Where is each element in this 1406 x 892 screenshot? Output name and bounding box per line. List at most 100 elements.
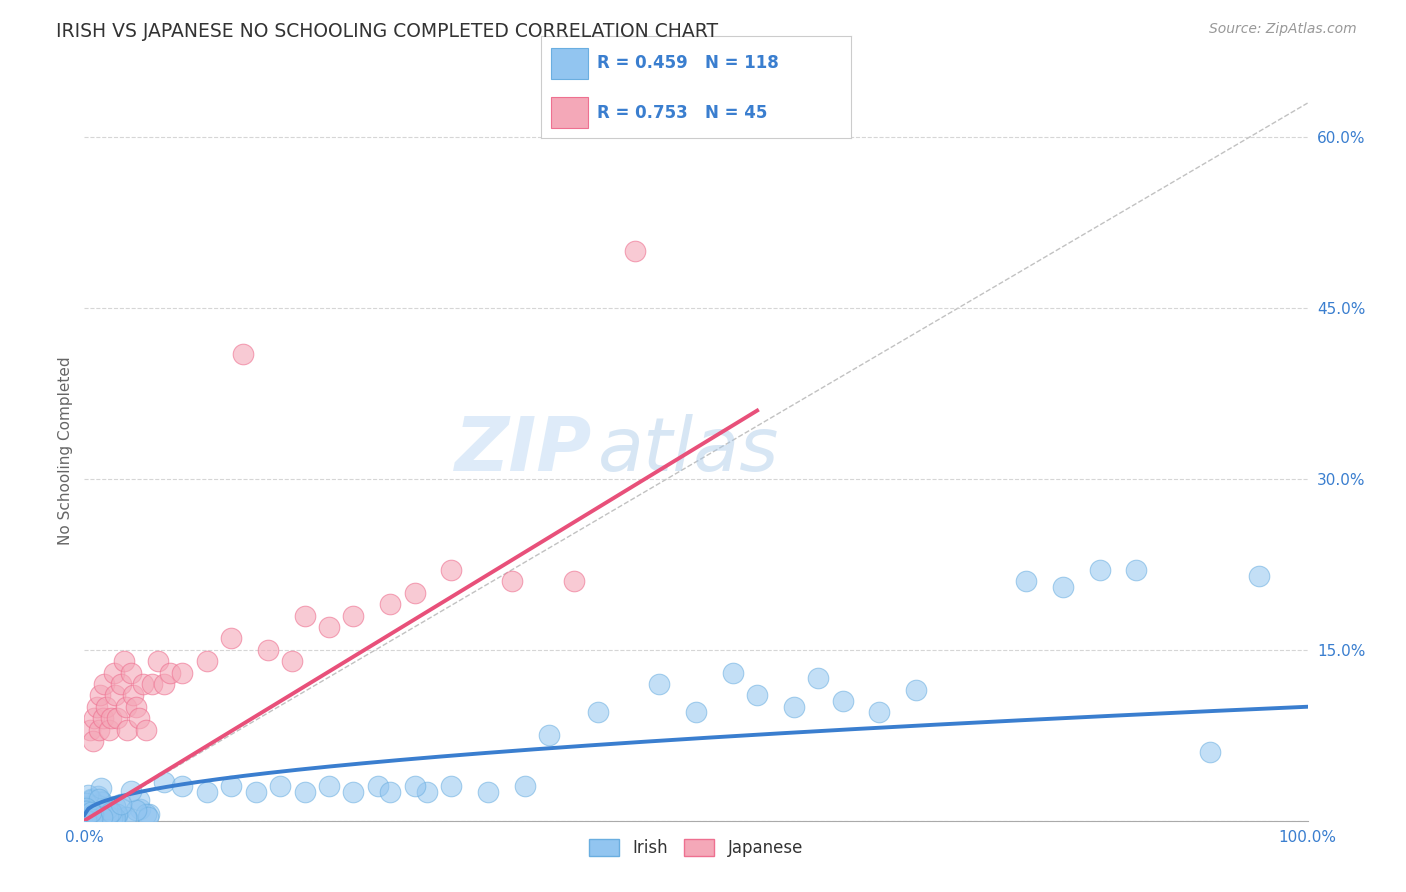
Point xyxy=(110,797,132,812)
Point xyxy=(103,665,125,680)
Point xyxy=(90,811,112,825)
Point xyxy=(120,783,142,797)
Point xyxy=(75,811,97,825)
Point xyxy=(112,654,135,668)
Point xyxy=(94,813,117,827)
Point xyxy=(80,793,103,807)
Text: R = 0.753   N = 45: R = 0.753 N = 45 xyxy=(598,103,768,121)
Point xyxy=(93,677,115,691)
Point xyxy=(294,785,316,799)
Point xyxy=(79,792,101,806)
Point xyxy=(477,785,499,799)
Point xyxy=(86,789,108,804)
Point xyxy=(232,346,254,360)
Point xyxy=(75,813,97,827)
Point xyxy=(367,780,389,794)
Point xyxy=(79,805,101,819)
Point xyxy=(76,807,98,822)
Point xyxy=(117,813,139,827)
Point xyxy=(75,796,97,810)
Point xyxy=(97,809,120,823)
Point xyxy=(318,780,340,794)
Point xyxy=(75,810,97,824)
Point xyxy=(128,793,150,807)
Point xyxy=(685,706,707,720)
Point xyxy=(82,810,104,824)
Point xyxy=(76,798,98,813)
Point xyxy=(76,809,98,823)
Point xyxy=(87,792,110,806)
Point xyxy=(75,802,97,816)
Point xyxy=(416,785,439,799)
Point xyxy=(80,812,103,826)
Point xyxy=(1198,745,1220,759)
Point xyxy=(146,654,169,668)
Point xyxy=(76,811,98,825)
Point xyxy=(1015,574,1038,589)
Point xyxy=(76,813,98,827)
Point xyxy=(97,723,120,737)
Point xyxy=(294,608,316,623)
Legend: Irish, Japanese: Irish, Japanese xyxy=(582,832,810,864)
Point xyxy=(75,812,97,826)
Point xyxy=(75,810,97,824)
Point xyxy=(125,803,148,817)
Point xyxy=(90,781,112,796)
Point xyxy=(77,813,100,827)
Point xyxy=(128,711,150,725)
Point xyxy=(77,788,100,802)
Point xyxy=(100,811,122,825)
Point xyxy=(82,806,104,821)
Point xyxy=(96,800,118,814)
Point xyxy=(135,806,157,821)
Point xyxy=(75,805,97,819)
Point xyxy=(77,813,100,827)
Point xyxy=(747,689,769,703)
Point xyxy=(172,665,194,680)
Point xyxy=(80,801,103,815)
Point xyxy=(195,785,218,799)
Point xyxy=(538,728,561,742)
Point xyxy=(115,723,138,737)
Point xyxy=(721,665,744,680)
Text: Source: ZipAtlas.com: Source: ZipAtlas.com xyxy=(1209,22,1357,37)
Point xyxy=(75,805,97,819)
Point xyxy=(404,586,426,600)
Point xyxy=(128,802,150,816)
Point xyxy=(79,723,101,737)
Point xyxy=(86,798,108,813)
Point xyxy=(90,794,112,808)
Point xyxy=(342,785,364,799)
Point xyxy=(77,807,100,822)
Point xyxy=(122,689,145,703)
Text: ZIP: ZIP xyxy=(454,414,592,487)
Point xyxy=(831,694,853,708)
Point xyxy=(110,677,132,691)
Point xyxy=(159,665,181,680)
Point xyxy=(83,807,105,822)
Point xyxy=(79,807,101,822)
Point xyxy=(84,811,107,825)
Point xyxy=(342,608,364,623)
Point xyxy=(807,671,830,685)
Point xyxy=(245,785,267,799)
Point xyxy=(87,810,110,824)
Point xyxy=(1052,580,1074,594)
Point xyxy=(90,806,112,821)
Point xyxy=(87,810,110,824)
Point xyxy=(120,665,142,680)
Point xyxy=(87,813,110,827)
Point xyxy=(80,805,103,819)
Point xyxy=(96,699,118,714)
Point xyxy=(380,597,402,611)
Point xyxy=(125,699,148,714)
Point xyxy=(281,654,304,668)
Point xyxy=(648,677,671,691)
Point xyxy=(269,780,291,794)
Point xyxy=(82,734,104,748)
Point xyxy=(905,682,928,697)
Y-axis label: No Schooling Completed: No Schooling Completed xyxy=(58,356,73,545)
Text: R = 0.459   N = 118: R = 0.459 N = 118 xyxy=(598,54,779,72)
Point xyxy=(153,677,176,691)
Point xyxy=(172,780,194,794)
